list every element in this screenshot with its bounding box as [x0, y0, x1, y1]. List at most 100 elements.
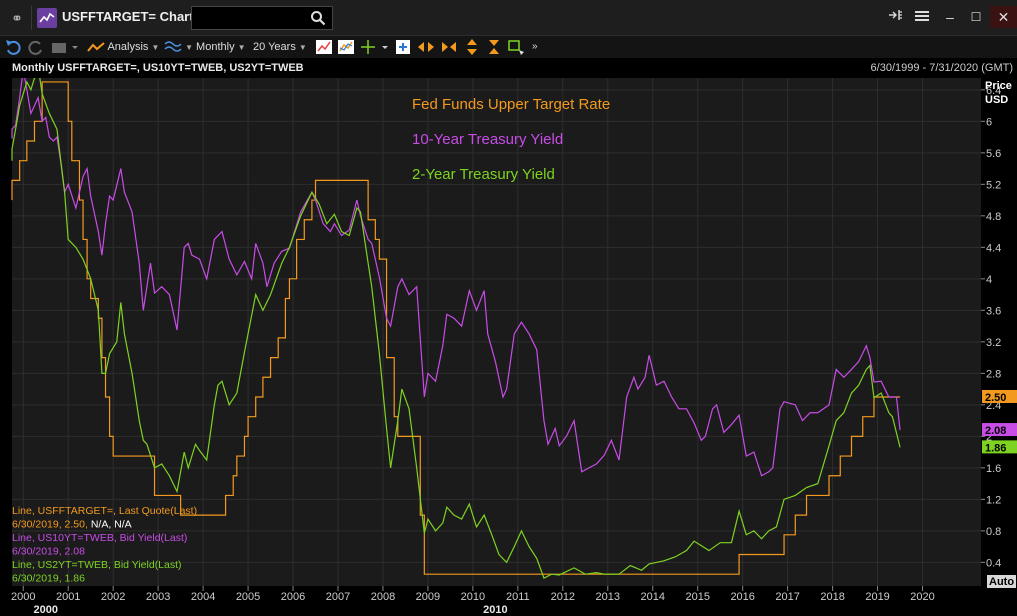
x-tick-label: 2013 — [596, 591, 620, 603]
series-line — [11, 81, 901, 575]
series-lines — [11, 78, 901, 579]
zoom-vertical-icon[interactable] — [485, 38, 503, 56]
y-tick-label: 0.4 — [986, 557, 1001, 569]
x-tick-label: 2009 — [416, 591, 440, 603]
x-tick-label: 2002 — [101, 591, 125, 603]
zoom-box-icon[interactable] — [507, 38, 525, 56]
x-tick-label: 2011 — [506, 591, 530, 603]
zoom-horizontal-icon[interactable] — [440, 38, 458, 56]
x-tick-label: 2015 — [685, 591, 709, 603]
title-bar: ⚭ USFFTARGET= Chart – ☐ ✕ — [0, 0, 1017, 36]
series-line — [11, 78, 901, 579]
menu-icon[interactable] — [910, 6, 934, 28]
range-dropdown[interactable]: 20 Years ▼ — [253, 38, 307, 56]
window-title: USFFTARGET= Chart — [62, 9, 194, 24]
legend-entry: 2-Year Treasury Yield — [412, 166, 555, 183]
decade-label: 2000 — [33, 604, 57, 616]
search-input[interactable] — [191, 6, 333, 30]
x-tick-label: 2004 — [191, 591, 215, 603]
x-tick-label: 2007 — [326, 591, 350, 603]
y-tick-label: 0.8 — [986, 526, 1001, 538]
decade-label: 2010 — [483, 604, 507, 616]
scroll-horizontal-icon[interactable] — [417, 38, 435, 56]
chart-toolbar: Analysis ▼ ▼ Monthly ▼ 20 Years ▼ » — [0, 36, 1017, 59]
more-tools-icon[interactable]: » — [532, 41, 538, 52]
add-study-icon[interactable] — [394, 38, 412, 56]
auto-scale-button[interactable] — [987, 575, 1016, 588]
y-tick-label: 6.4 — [986, 85, 1001, 97]
x-tick-label: 2008 — [371, 591, 395, 603]
last-value-label: 2.50 — [985, 392, 1006, 404]
range-label: 20 Years — [253, 41, 296, 53]
analysis-icon — [87, 42, 105, 52]
y-axis-title-price: Price — [985, 80, 1012, 92]
y-tick-label: 1.2 — [986, 494, 1001, 506]
x-tick-label: 2012 — [551, 591, 575, 603]
y-tick-label: 3.6 — [986, 305, 1001, 317]
chevron-down-icon: ▼ — [151, 43, 160, 52]
legend-detail-value: 6/30/2019, 2.08 — [12, 546, 85, 558]
line-chart-icon[interactable] — [315, 38, 333, 56]
undo-icon[interactable] — [4, 38, 22, 56]
wave-icon — [164, 41, 182, 52]
x-tick-label: 2003 — [146, 591, 170, 603]
y-tick-label: 5.6 — [986, 148, 1001, 160]
analysis-button[interactable]: Analysis ▼ — [87, 38, 159, 56]
chart-header: Monthly USFFTARGET=, US10YT=TWEB, US2YT=… — [0, 58, 1017, 80]
legend-detail-extra: N/A, N/A — [88, 519, 132, 531]
x-tick-label: 2016 — [730, 591, 754, 603]
y-tick-label: 3.2 — [986, 337, 1001, 349]
x-tick-label: 2017 — [775, 591, 799, 603]
y-tick-label: 4.4 — [986, 242, 1001, 254]
last-value-badge — [982, 423, 1017, 437]
scroll-vertical-icon[interactable] — [463, 38, 481, 56]
legend-entry: Fed Funds Upper Target Rate — [412, 96, 610, 113]
y-tick-label: 1.6 — [986, 463, 1001, 475]
chart-app-icon — [37, 8, 57, 28]
x-tick-label: 2005 — [236, 591, 260, 603]
chevron-down-icon: ▼ — [185, 43, 193, 52]
y-tick-label: 5.2 — [986, 179, 1001, 191]
series-line — [11, 78, 901, 477]
redo-icon[interactable] — [27, 38, 45, 56]
chevron-down-icon: ▼ — [237, 43, 246, 52]
chart-date-range: 6/30/1999 - 7/31/2020 (GMT) — [870, 62, 1013, 74]
crosshair-icon[interactable] — [360, 38, 390, 56]
y-tick-label: 4.8 — [986, 211, 1001, 223]
yield-chart[interactable]: 0.40.81.21.622.42.83.23.644.44.85.25.666… — [0, 78, 1017, 616]
search-icon[interactable] — [310, 10, 326, 26]
x-tick-label: 2006 — [281, 591, 305, 603]
last-value-label: 1.86 — [985, 442, 1006, 454]
compare-chart-icon[interactable] — [337, 38, 355, 56]
plot-background — [12, 78, 981, 586]
x-tick-label: 2020 — [910, 591, 934, 603]
legend-detail-line: Line, US10YT=TWEB, Bid Yield(Last) — [12, 532, 187, 544]
grid-lines — [12, 78, 981, 586]
legend-detail-line: Line, US2YT=TWEB, Bid Yield(Last) — [12, 559, 182, 571]
auto-scale-label: Auto — [989, 576, 1014, 588]
legend-top: Fed Funds Upper Target Rate 10-Year Treas… — [412, 96, 610, 183]
x-tick-label: 2000 — [11, 591, 35, 603]
share-icon[interactable] — [883, 6, 907, 28]
chevron-down-icon: ▼ — [298, 43, 307, 52]
interval-label: Monthly — [196, 41, 235, 53]
y-axis-ticks: 0.40.81.21.622.42.83.23.644.44.85.25.666… — [981, 85, 1001, 569]
link-icon[interactable]: ⚭ — [11, 10, 23, 26]
y-axis-title-currency: USD — [985, 94, 1008, 106]
interval-dropdown[interactable]: ▼ Monthly ▼ — [164, 38, 246, 56]
legend-detail-value: 6/30/2019, 2.50, N/A, N/A — [12, 519, 132, 531]
x-tick-label: 2014 — [641, 591, 665, 603]
x-tick-label: 2010 — [461, 591, 485, 603]
legend-detail-value: 6/30/2019, 1.86 — [12, 573, 85, 585]
x-axis-panel — [0, 586, 1017, 616]
last-value-markers: 2.50 2.08 1.86 — [982, 389, 1017, 454]
chart-instruments-title: Monthly USFFTARGET=, US10YT=TWEB, US2YT=… — [12, 62, 304, 74]
y-axis-panel — [981, 78, 1017, 586]
last-value-badge — [982, 389, 1017, 403]
folder-icon[interactable] — [50, 38, 80, 56]
x-tick-label: 2019 — [865, 591, 889, 603]
legend-detail-line: Line, USFFTARGET=, Last Quote(Last) — [12, 505, 197, 517]
close-button[interactable]: ✕ — [990, 6, 1017, 28]
minimize-button[interactable]: – — [946, 9, 954, 25]
maximize-button[interactable]: ☐ — [970, 10, 982, 24]
